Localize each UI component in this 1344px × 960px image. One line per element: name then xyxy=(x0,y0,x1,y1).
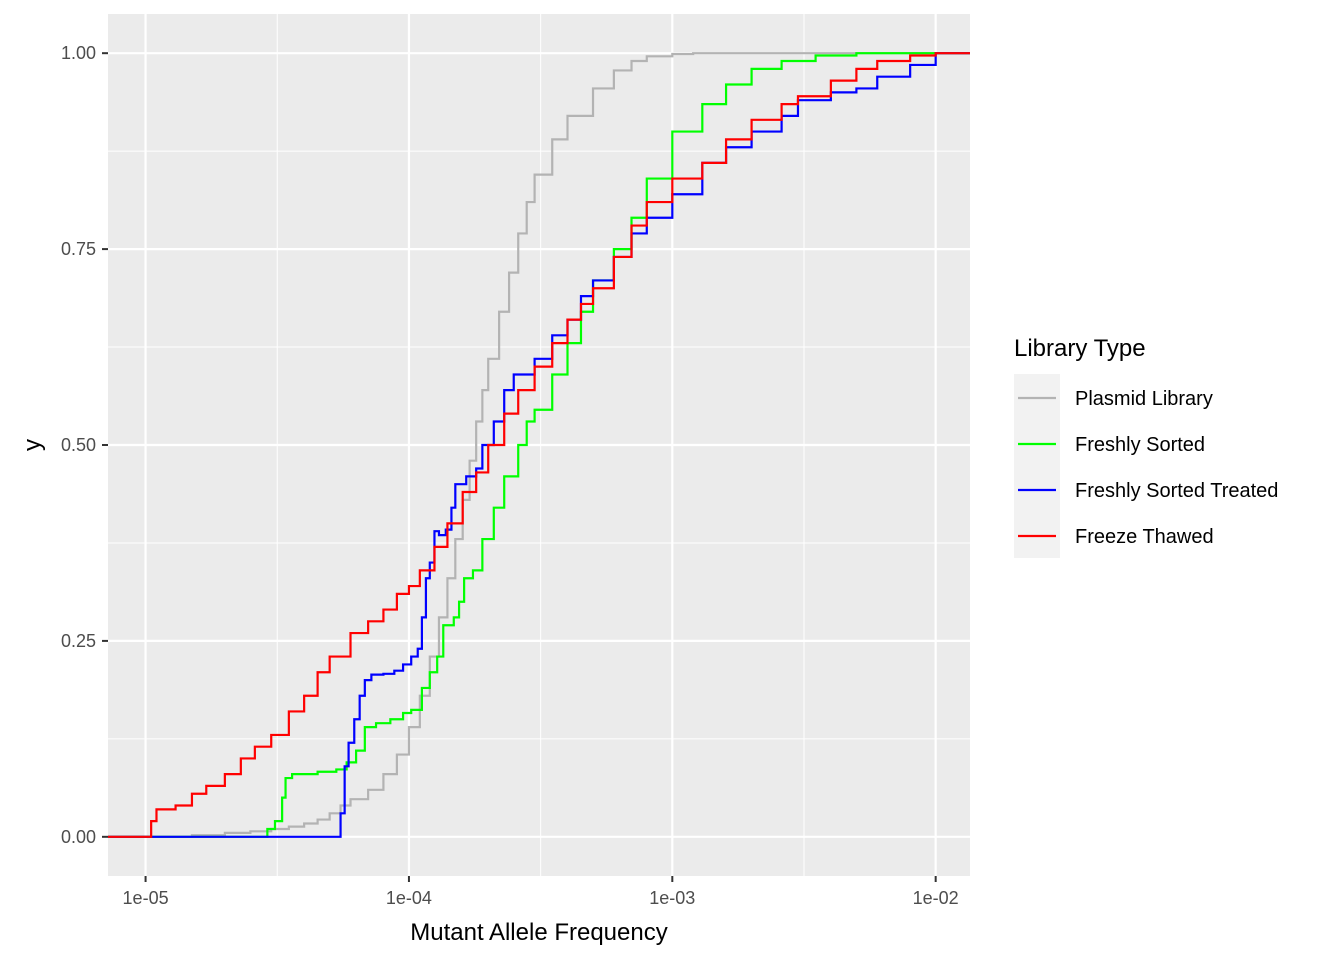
y-axis-title: y xyxy=(19,439,46,451)
legend-label-plasmid-library: Plasmid Library xyxy=(1075,388,1213,410)
x-axis: 1e-05 1e-04 1e-03 1e-02 xyxy=(123,876,959,908)
x-tick-label: 1e-02 xyxy=(913,888,959,908)
series-line-plasmid-library xyxy=(108,52,970,838)
y-tick-label: 0.75 xyxy=(61,239,96,259)
y-axis: 0.00 0.25 0.50 0.75 1.00 xyxy=(61,43,108,847)
x-tick-label: 1e-03 xyxy=(649,888,695,908)
y-tick-label: 1.00 xyxy=(61,43,96,63)
x-tick-label: 1e-05 xyxy=(123,888,169,908)
legend-key-background xyxy=(1014,374,1060,558)
series-layer xyxy=(108,52,970,838)
legend-label-freshly-sorted: Freshly Sorted xyxy=(1075,434,1205,456)
y-tick-label: 0.00 xyxy=(61,827,96,847)
x-axis-title: Mutant Allele Frequency xyxy=(410,919,667,946)
legend: Library Type Plasmid Library Freshly Sort… xyxy=(1014,335,1278,558)
legend-label-freeze-thawed: Freeze Thawed xyxy=(1075,526,1214,548)
y-tick-label: 0.25 xyxy=(61,631,96,651)
series-line-freeze-thawed xyxy=(108,52,970,838)
grid-major xyxy=(108,14,970,876)
legend-label-freshly-sorted-treated: Freshly Sorted Treated xyxy=(1075,480,1278,502)
x-tick-label: 1e-04 xyxy=(386,888,432,908)
y-tick-label: 0.50 xyxy=(61,435,96,455)
series-line-freshly-sorted xyxy=(108,52,970,838)
legend-title: Library Type xyxy=(1014,335,1146,362)
